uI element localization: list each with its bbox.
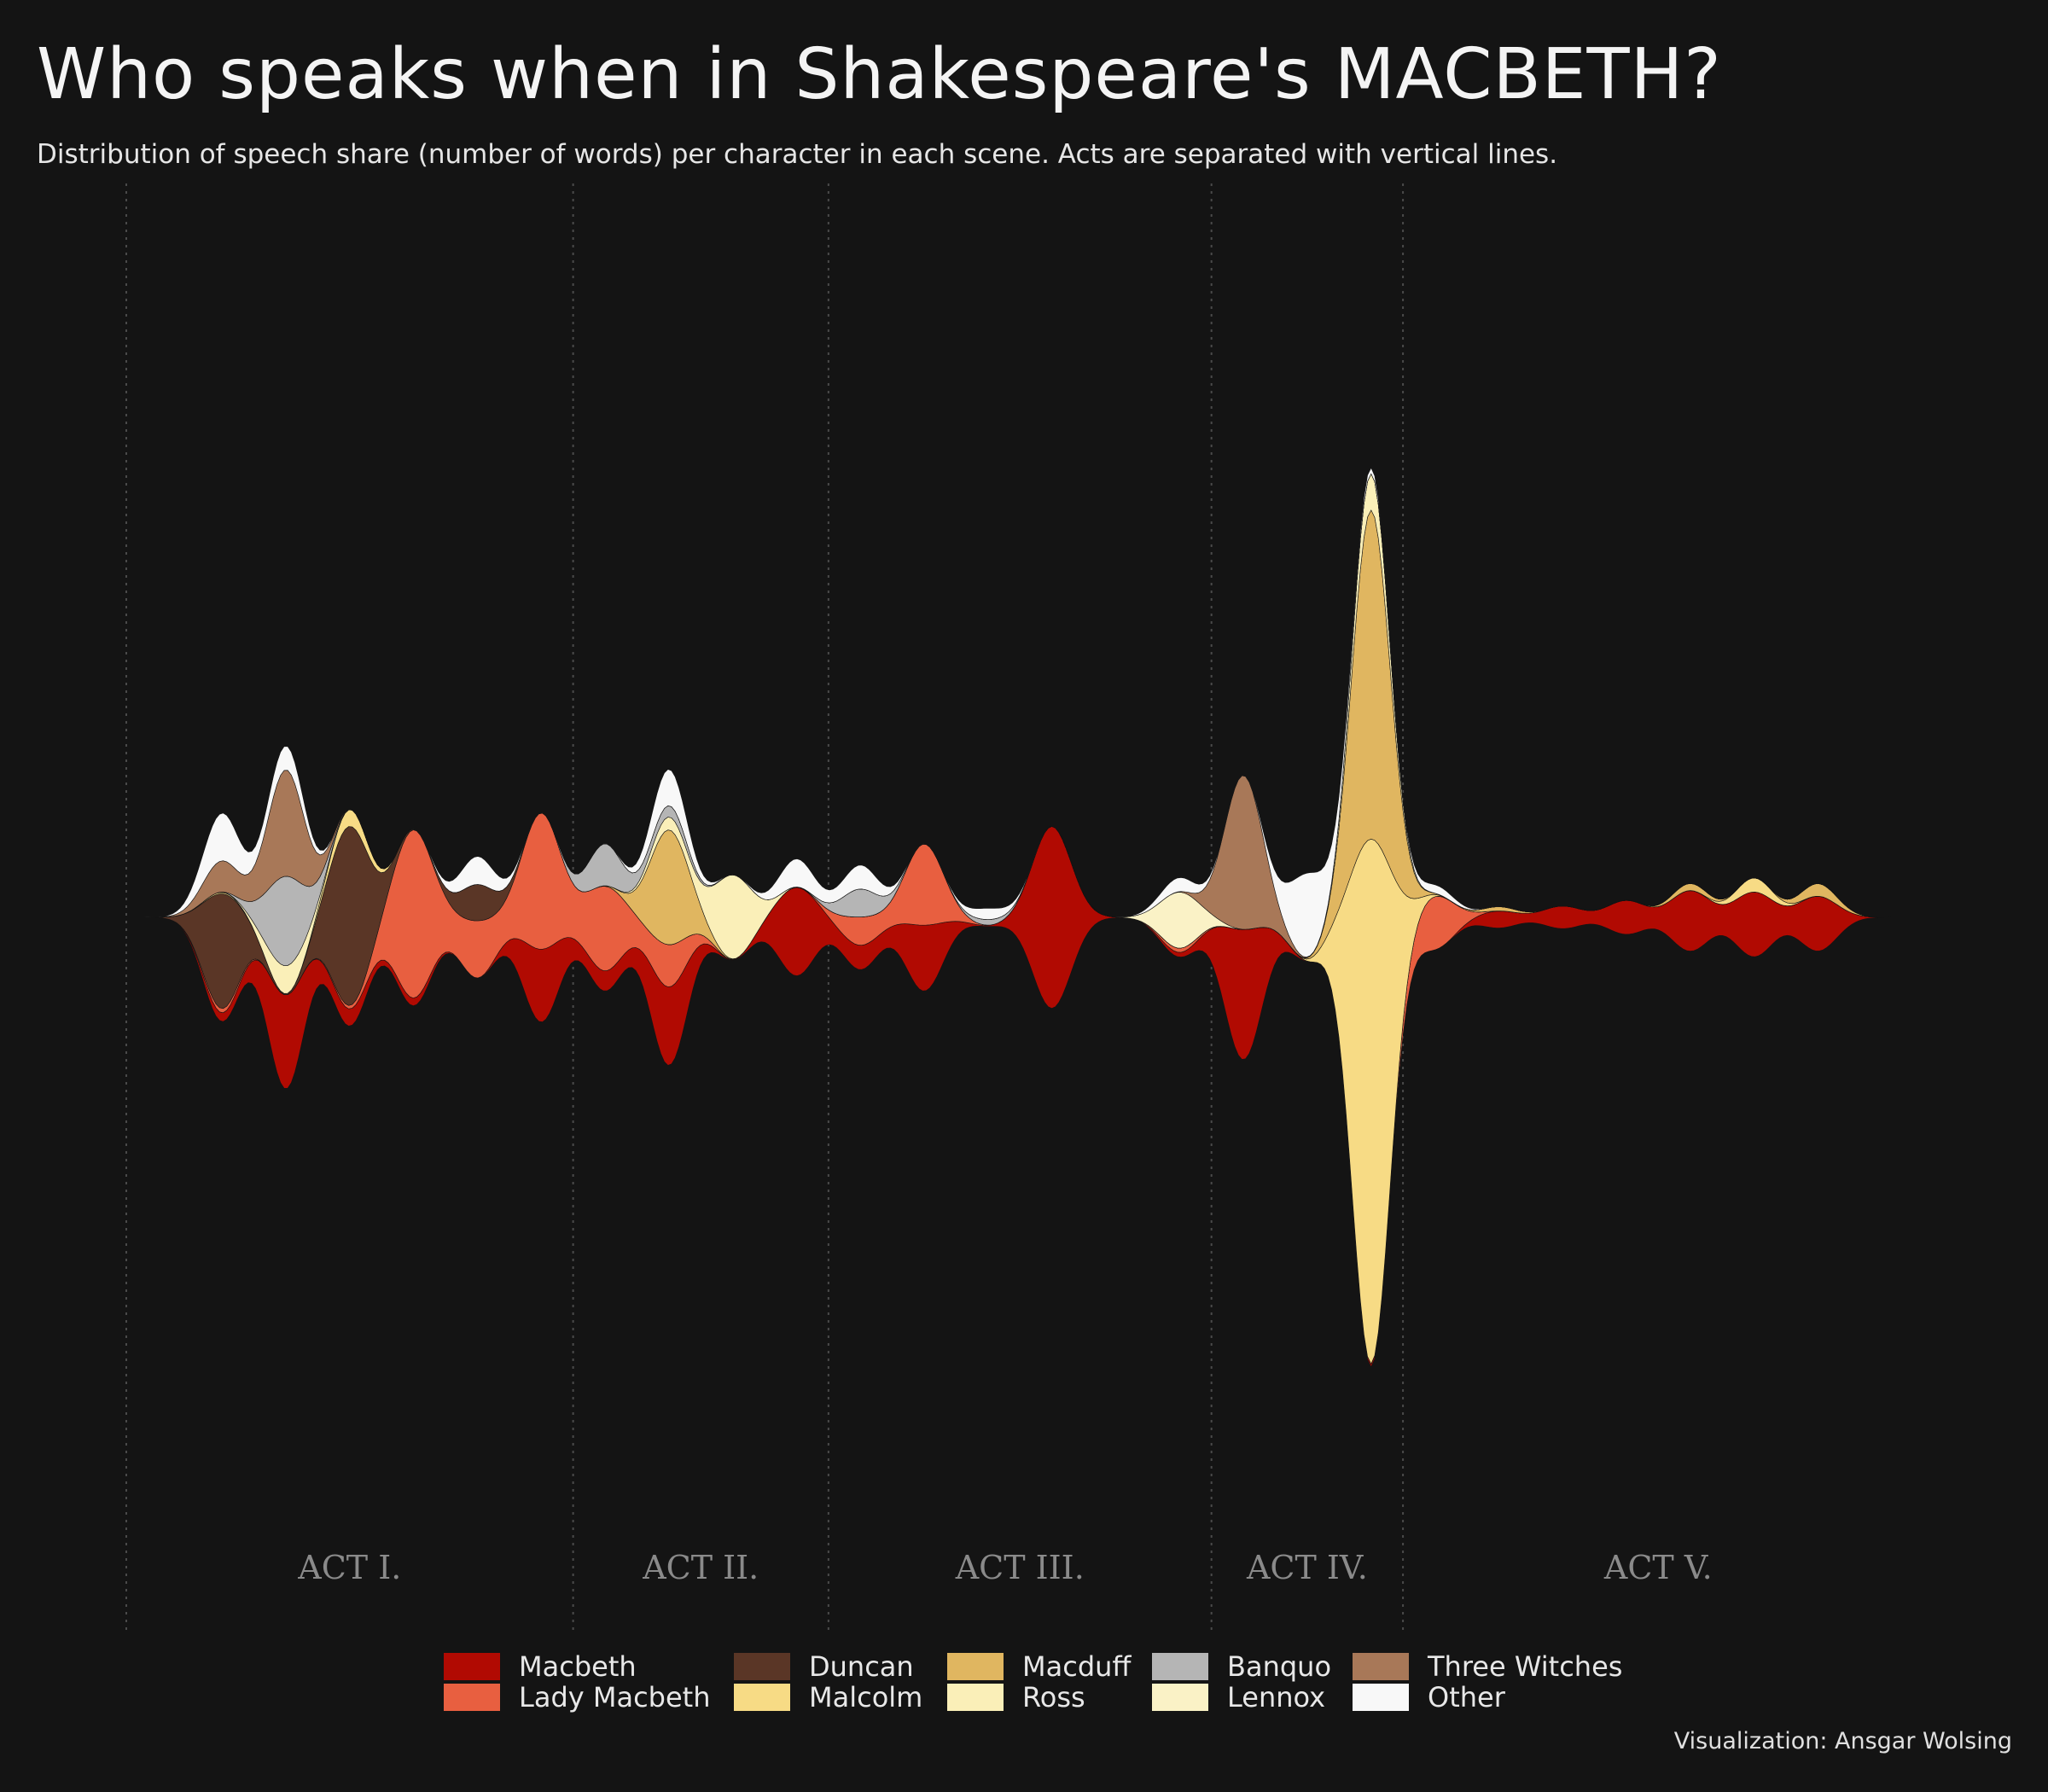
legend-swatch (1152, 1684, 1208, 1711)
act-label: ACT V. (1603, 1549, 1713, 1586)
legend-swatch (1353, 1653, 1409, 1680)
legend-item-banquo: Banquo (1152, 1650, 1353, 1683)
act-label: ACT I. (297, 1549, 401, 1586)
legend-item-lennox: Lennox (1152, 1681, 1353, 1713)
legend-label: Macbeth (519, 1650, 637, 1683)
legend-item-lady-macbeth: Lady Macbeth (444, 1681, 734, 1713)
legend-label: Three Witches (1428, 1650, 1623, 1683)
legend: Macbeth Lady Macbeth Duncan Malcolm Macduff R… (444, 1650, 1626, 1713)
legend-label: Macduff (1022, 1650, 1132, 1683)
legend-item-ross: Ross (947, 1681, 1152, 1713)
legend-label: Lennox (1227, 1681, 1326, 1713)
legend-swatch (444, 1684, 500, 1711)
legend-label: Lady Macbeth (519, 1681, 711, 1713)
legend-label: Ross (1022, 1681, 1085, 1713)
legend-item-malcolm: Malcolm (734, 1681, 947, 1713)
legend-item-three-witches: Three Witches (1353, 1650, 1626, 1683)
legend-item-duncan: Duncan (734, 1650, 947, 1683)
legend-label: Other (1428, 1681, 1505, 1713)
legend-swatch (1152, 1653, 1208, 1680)
credit-text: Visualization: Ansgar Wolsing (1673, 1728, 2012, 1754)
legend-swatch (444, 1653, 500, 1680)
act-label: ACT IV. (1246, 1549, 1368, 1586)
legend-label: Duncan (809, 1650, 914, 1683)
act-labels: ACT I. ACT II. ACT III. ACT IV. ACT V. (297, 1549, 1712, 1586)
legend-label: Malcolm (809, 1681, 923, 1713)
legend-item-macduff: Macduff (947, 1650, 1152, 1683)
legend-label: Banquo (1227, 1650, 1332, 1683)
chart-subtitle: Distribution of speech share (number of … (37, 139, 1558, 170)
legend-swatch (947, 1684, 1004, 1711)
chart-title: Who speaks when in Shakespeare's MACBETH… (37, 34, 1722, 115)
legend-item-other: Other (1353, 1681, 1626, 1713)
legend-swatch (734, 1653, 790, 1680)
legend-swatch (1353, 1684, 1409, 1711)
legend-swatch (734, 1684, 790, 1711)
stream-layer-other (126, 467, 1920, 958)
stream-layers (126, 467, 1920, 1368)
act-label: ACT III. (955, 1549, 1085, 1586)
legend-item-macbeth: Macbeth (444, 1650, 734, 1683)
act-label: ACT II. (642, 1549, 759, 1586)
legend-swatch (947, 1653, 1004, 1680)
